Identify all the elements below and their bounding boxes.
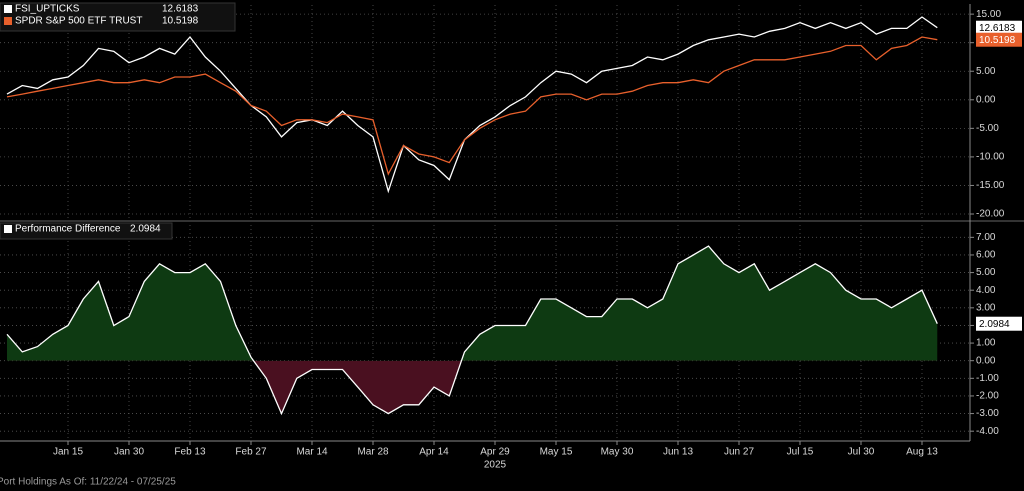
y-tick-label: 5.00 [976,66,996,77]
x-tick-label: Mar 14 [296,447,328,458]
y-tick-label: -3.00 [976,408,999,419]
y-tick-label: -10.00 [976,152,1005,163]
y-tick-label: 1.00 [976,338,996,349]
y-tick-label: 4.00 [976,285,996,296]
y-tick-label: -2.00 [976,391,999,402]
legend-label: SPDR S&P 500 ETF TRUST [15,16,142,27]
series-line [6,16,938,194]
legend-swatch [4,225,12,233]
x-tick-label: Feb 13 [174,447,206,458]
x-tick-label: Jan 15 [53,447,83,458]
legend-value: 2.0984 [130,224,161,235]
y-tick-label: -1.00 [976,373,999,384]
y-tick-label: 15.00 [976,9,1001,20]
y-tick-label: 7.00 [976,232,996,243]
x-tick-label: Jul 30 [848,447,875,458]
last-value-badge-bg [976,316,1022,331]
last-value-badge: 2.0984 [979,319,1010,330]
y-tick-label: -4.00 [976,426,999,437]
x-tick-label: Jul 15 [787,447,814,458]
last-value-badge-bg [976,32,1022,47]
y-tick-label: 0.00 [976,94,996,105]
legend-swatch [4,5,12,13]
legend-bg [0,2,236,32]
last-value-badge: 12.6183 [979,23,1016,34]
x-tick-label: Aug 13 [906,447,938,458]
x-tick-label: Mar 28 [357,447,389,458]
x-tick-label: May 30 [601,447,634,458]
legend-swatch [4,17,12,25]
area-positive [7,246,938,361]
last-value-badge: 10.5198 [979,35,1016,46]
x-tick-label: Apr 29 [480,447,510,458]
footnote: Port Holdings As Of: 11/22/24 - 07/25/25 [0,477,176,488]
legend-label: FSI_UPTICKS [15,4,80,15]
x-tick-label: May 15 [540,447,573,458]
y-tick-label: -20.00 [976,209,1005,220]
legend-value: 12.6183 [162,4,199,15]
x-tick-label: Apr 14 [419,447,449,458]
y-tick-label: 5.00 [976,267,996,278]
y-tick-label: 0.00 [976,355,996,366]
legend-value: 10.5198 [162,16,199,27]
x-year-label: 2025 [484,460,507,471]
legend-bg [0,222,173,240]
last-value-badge-bg [976,20,1022,35]
legend-label: Performance Difference [15,224,121,235]
y-tick-label: -5.00 [976,123,999,134]
x-tick-label: Jan 30 [114,447,144,458]
x-tick-label: Jun 13 [663,447,693,458]
y-tick-label: -15.00 [976,180,1005,191]
x-tick-label: Jun 27 [724,447,754,458]
series-line [6,36,938,176]
y-tick-label: 6.00 [976,250,996,261]
series-line [6,245,938,416]
x-tick-label: Feb 27 [235,447,267,458]
y-tick-label: 3.00 [976,302,996,313]
